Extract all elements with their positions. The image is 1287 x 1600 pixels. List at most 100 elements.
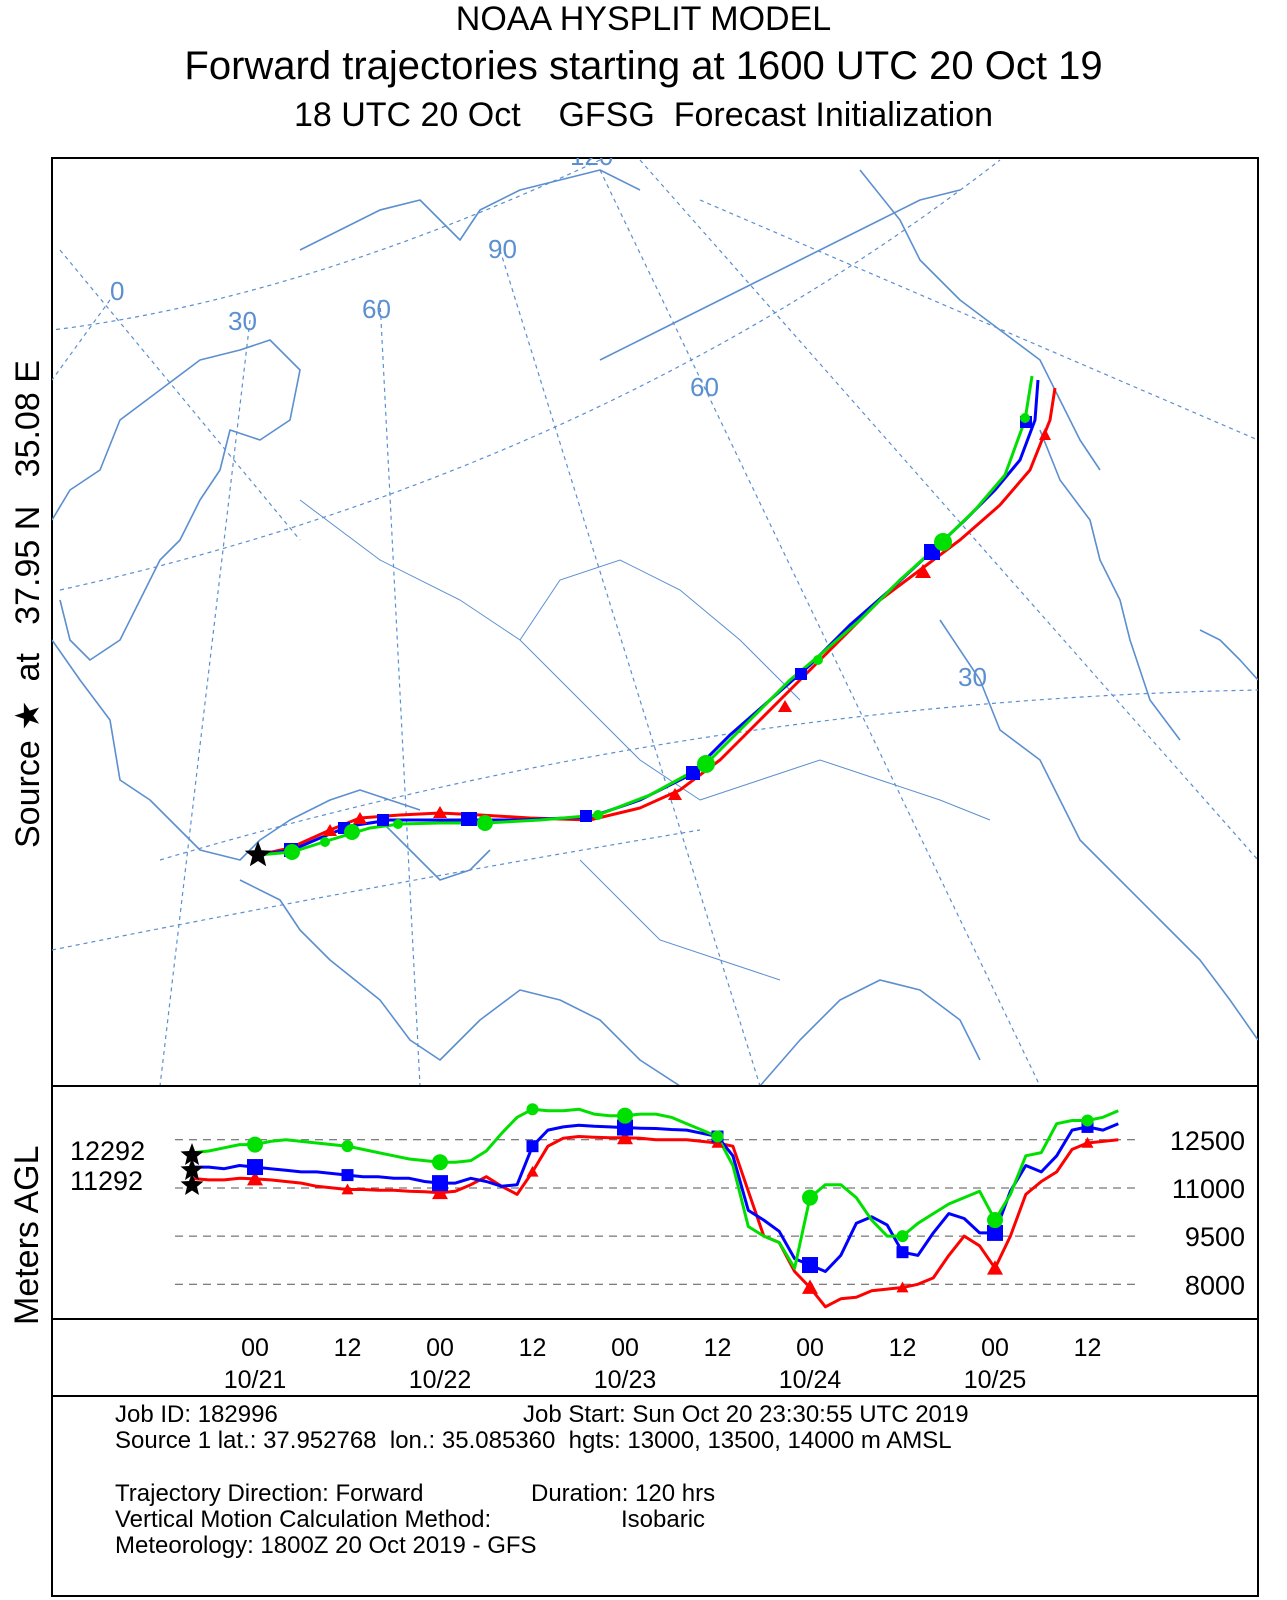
graticule-meridian-w xyxy=(59,249,301,541)
height-axis-ticks: 8000 9500 11000 12500 xyxy=(1170,1126,1245,1301)
map-marker-high xyxy=(393,819,403,829)
height-tick-label: 9500 xyxy=(1185,1222,1245,1252)
map-grid-labels: 120 90 60 0 30 60 30 xyxy=(110,141,987,692)
height-marker-low xyxy=(1081,1136,1094,1148)
height-marker-high xyxy=(1081,1114,1094,1127)
map-marker-low xyxy=(778,700,792,712)
border-kazakhstan xyxy=(519,559,801,701)
height-marker-mid xyxy=(987,1224,1003,1241)
map-markers xyxy=(244,413,1051,867)
time-axis-labels: 00 12 00 12 00 12 00 12 00 12 10/21 10/22 10/23 10/24… xyxy=(224,1334,1102,1394)
graticule-label-30-lon: 30 xyxy=(228,306,257,336)
coast-arctic-west xyxy=(299,169,641,251)
height-marker-low xyxy=(341,1183,354,1195)
source-details: Source 1 lat.: 37.952768 lon.: 35.085360… xyxy=(115,1427,952,1454)
map-marker-mid xyxy=(686,766,700,780)
height-marker-high xyxy=(432,1154,448,1171)
height-marker-low xyxy=(526,1165,539,1177)
coast-arctic-east xyxy=(599,189,961,361)
time-tick-date: 10/21 xyxy=(224,1366,287,1394)
height-marker-mid xyxy=(896,1246,909,1259)
coast-caspian xyxy=(379,819,491,881)
height-marker-low xyxy=(802,1279,818,1294)
borders xyxy=(299,499,991,981)
job-id: Job ID: 182996 xyxy=(115,1401,278,1428)
vertical-method-label: Vertical Motion Calculation Method: xyxy=(115,1506,492,1533)
vertical-method-value: Isobaric xyxy=(621,1506,706,1533)
graticule-meridian-150 xyxy=(639,159,1258,861)
height-marker-low xyxy=(987,1260,1003,1275)
height-marker-low xyxy=(247,1170,263,1186)
map-marker-high xyxy=(813,655,823,665)
height-marker-high xyxy=(711,1130,724,1143)
map-marker-high xyxy=(477,815,493,831)
time-tick-date: 10/23 xyxy=(594,1366,657,1394)
map-marker-mid xyxy=(795,668,807,680)
height-marker-high xyxy=(526,1103,539,1116)
height-panel: 12292 11292 8000 9500 11000 12500 xyxy=(51,1085,1259,1320)
chart-title: Forward trajectories starting at 1600 UT… xyxy=(184,44,1103,88)
graticule-meridian-90 xyxy=(499,249,761,1086)
height-marker-mid xyxy=(247,1159,263,1176)
map-frame xyxy=(51,157,1259,1087)
duration: Duration: 120 hrs xyxy=(531,1480,716,1507)
job-start: Job Start: Sun Oct 20 23:30:55 UTC 2019 xyxy=(523,1401,969,1428)
height-marker-high xyxy=(896,1230,909,1243)
graticule-label-60-lon: 60 xyxy=(362,294,391,324)
time-tick-date: 10/22 xyxy=(409,1366,472,1394)
height-tick-label: 8000 xyxy=(1185,1270,1245,1300)
graticule-label-120: 120 xyxy=(570,141,613,171)
coast-scandinavia xyxy=(52,339,301,661)
time-tick-hour: 12 xyxy=(1074,1334,1102,1362)
map-marker-low xyxy=(353,812,367,824)
coast-chukotka xyxy=(859,169,1101,471)
map-marker-high xyxy=(284,844,300,860)
height-marker-high xyxy=(617,1107,633,1124)
time-tick-date: 10/25 xyxy=(964,1366,1027,1394)
time-axis-panel: 00 12 00 12 00 12 00 12 00 12 10/21 10/22 10/23 10/24… xyxy=(51,1318,1259,1397)
coast-japan xyxy=(1199,629,1258,681)
graticule-label-60-lat: 60 xyxy=(690,372,719,402)
border-china-mongolia xyxy=(699,759,991,821)
map-marker-low xyxy=(323,824,337,836)
map-marker-mid xyxy=(924,544,940,560)
graticule-parallel-30 xyxy=(159,689,1258,861)
start-star-icon xyxy=(180,1143,204,1165)
border-india-china xyxy=(579,859,781,981)
graticule-label-0: 0 xyxy=(110,276,124,306)
start-height-label-low: 11292 xyxy=(70,1166,143,1196)
height-tick-label: 11000 xyxy=(1172,1174,1245,1204)
time-tick-hour: 12 xyxy=(519,1334,547,1362)
graticule-meridian-180 xyxy=(699,199,1258,441)
time-tick-hour: 00 xyxy=(426,1334,454,1362)
meteorology: Meteorology: 1800Z 20 Oct 2019 - GFS xyxy=(115,1532,537,1559)
height-marker-high xyxy=(341,1140,354,1153)
map-panel: 120 90 60 0 30 60 30 xyxy=(51,141,1259,1087)
height-marker-mid xyxy=(432,1175,448,1192)
time-tick-hour: 00 xyxy=(611,1334,639,1362)
coast-okhotsk xyxy=(1039,429,1181,741)
graticule-meridian-30 xyxy=(159,319,251,1086)
time-tick-hour: 12 xyxy=(889,1334,917,1362)
graticule-parallel-80 xyxy=(52,159,601,331)
map-markers-low xyxy=(323,428,1051,836)
star-icon xyxy=(244,841,272,867)
map-marker-high xyxy=(344,824,360,840)
map-marker-high xyxy=(593,810,603,820)
time-tick-hour: 12 xyxy=(334,1334,362,1362)
model-title: NOAA HYSPLIT MODEL xyxy=(455,0,832,38)
map-marker-mid xyxy=(377,814,389,826)
height-marker-high xyxy=(802,1189,818,1206)
map-markers-high xyxy=(284,413,1030,860)
graticule-label-90: 90 xyxy=(488,234,517,264)
map-marker-low xyxy=(433,806,447,818)
map-marker-high xyxy=(320,837,330,847)
coastlines xyxy=(52,169,1258,1086)
coast-europe-south xyxy=(52,639,421,861)
time-axis-frame xyxy=(51,1318,1259,1397)
graticule-parallel-30-west xyxy=(52,829,701,951)
graticule-meridian-60a xyxy=(379,299,421,1086)
map-marker-low xyxy=(668,788,682,800)
start-star-icon xyxy=(180,1158,204,1180)
